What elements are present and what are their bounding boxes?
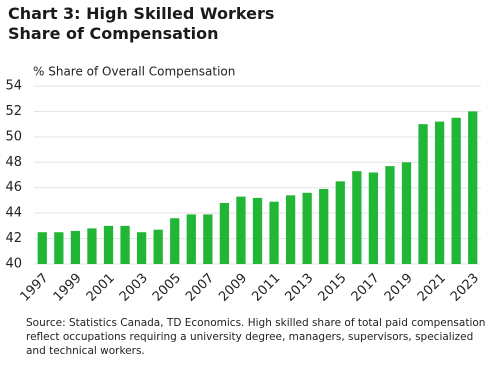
bar — [203, 214, 213, 264]
y-tick-label: 54 — [5, 79, 22, 94]
bar — [54, 232, 64, 264]
bar — [153, 229, 163, 264]
bar — [236, 196, 246, 264]
x-tick-label: 2013 — [282, 271, 316, 305]
x-tick-label: 2017 — [349, 271, 383, 305]
y-tick-label: 42 — [5, 231, 22, 246]
y-tick-label: 50 — [5, 129, 22, 144]
chart-title: Chart 3: High Skilled Workers Share of C… — [8, 4, 275, 43]
bar — [335, 181, 345, 264]
bar — [87, 228, 97, 264]
bar — [136, 232, 147, 264]
bar — [70, 230, 81, 264]
bar — [252, 197, 263, 264]
x-tick-label: 1997 — [18, 271, 52, 305]
bar — [434, 121, 445, 264]
bar — [170, 218, 180, 264]
bar — [385, 166, 395, 264]
y-tick-label: 52 — [5, 104, 22, 119]
bar — [103, 225, 114, 264]
y-tick-label: 44 — [5, 206, 22, 221]
x-tick-label: 2015 — [316, 271, 350, 305]
x-tick-label: 2019 — [382, 271, 416, 305]
y-tick-label: 46 — [5, 180, 22, 195]
x-tick-label: 2021 — [415, 271, 449, 305]
bar — [401, 162, 412, 264]
bar — [285, 195, 296, 264]
bar — [37, 232, 47, 264]
x-tick-label: 2003 — [117, 271, 151, 305]
x-tick-label: 2005 — [150, 271, 184, 305]
x-tick-label: 1999 — [51, 271, 85, 305]
x-tick-label: 2011 — [249, 271, 283, 305]
y-tick-label: 48 — [5, 155, 22, 170]
bar — [302, 192, 312, 264]
bar — [120, 225, 130, 264]
bar — [219, 202, 230, 264]
bar — [319, 188, 329, 264]
bar — [451, 117, 461, 265]
y-axis-label: % Share of Overall Compensation — [33, 65, 235, 79]
bar — [186, 214, 196, 264]
bar — [418, 124, 428, 265]
bar — [269, 201, 279, 264]
x-tick-label: 2001 — [84, 271, 118, 305]
bar — [468, 111, 478, 264]
bar — [368, 172, 379, 264]
x-tick-label: 2007 — [183, 271, 217, 305]
y-tick-label: 40 — [5, 257, 22, 272]
x-tick-label: 2009 — [216, 271, 250, 305]
bar — [352, 171, 362, 264]
source-note: Source: Statistics Canada, TD Economics.… — [26, 317, 486, 357]
x-tick-label: 2023 — [448, 271, 482, 305]
